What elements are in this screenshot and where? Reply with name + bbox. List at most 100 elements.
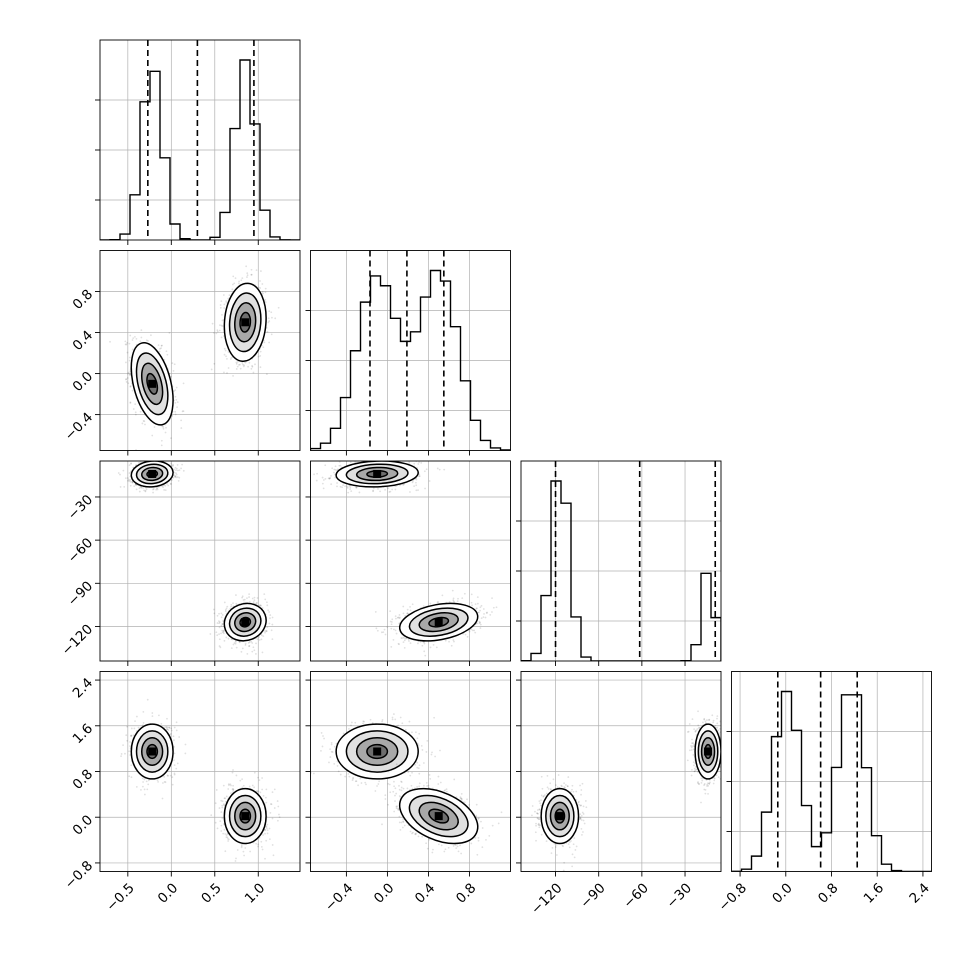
sample-point — [253, 599, 256, 602]
sample-point — [152, 488, 155, 490]
y-tick-label-2-2: −60 — [65, 535, 96, 566]
sample-point — [230, 638, 233, 641]
sample-point — [346, 487, 349, 489]
sample-point — [384, 489, 386, 491]
sample-point — [452, 597, 455, 600]
sample-point — [165, 458, 167, 460]
sample-point — [392, 456, 394, 458]
sample-point — [406, 608, 409, 611]
sample-point — [334, 468, 337, 471]
sample-point — [259, 350, 262, 353]
sample-point — [417, 642, 419, 645]
sample-point — [256, 597, 259, 599]
sample-point — [163, 489, 166, 491]
sample-point — [134, 483, 137, 486]
sample-point — [235, 646, 238, 649]
sample-point — [257, 286, 260, 289]
sample-point — [223, 353, 226, 356]
sample-point — [141, 422, 144, 425]
sample-point — [173, 468, 175, 471]
sample-point — [263, 341, 266, 344]
sample-point — [341, 486, 344, 489]
sample-point — [415, 481, 417, 484]
sample-point — [404, 614, 407, 617]
sample-point — [246, 597, 248, 600]
sample-point — [268, 320, 271, 322]
sample-point — [235, 362, 238, 365]
sample-point — [388, 491, 391, 493]
sample-point — [259, 287, 262, 289]
sample-point — [139, 461, 142, 464]
sample-point — [342, 484, 344, 487]
sample-point — [225, 607, 228, 610]
sample-point — [334, 465, 337, 468]
sample-point — [222, 630, 225, 633]
sample-point — [242, 363, 244, 366]
sample-point — [236, 361, 239, 363]
sample-point — [266, 626, 269, 629]
sample-point — [220, 300, 223, 303]
sample-point — [175, 469, 177, 472]
sample-point — [250, 273, 253, 276]
sample-point — [135, 488, 138, 491]
sample-point — [237, 363, 240, 366]
sample-point — [234, 277, 237, 280]
sample-point — [485, 612, 488, 614]
sample-point — [128, 472, 131, 474]
sample-point — [246, 272, 249, 275]
sample-point — [227, 367, 230, 369]
sample-point — [254, 363, 256, 366]
panel-frame-1-1 — [310, 250, 511, 451]
sample-point — [150, 334, 152, 337]
y-tick-label-1-2: 0.4 — [70, 327, 97, 354]
sample-point — [180, 419, 183, 422]
sample-point — [321, 482, 324, 485]
sample-point — [127, 478, 130, 481]
sample-point — [167, 484, 170, 487]
sample-point — [255, 642, 257, 645]
sample-point — [223, 307, 226, 309]
sample-point — [259, 605, 262, 607]
sample-point — [248, 601, 251, 603]
sample-point — [380, 631, 383, 634]
sample-point — [269, 614, 272, 616]
sample-point — [160, 444, 163, 447]
sample-point — [373, 456, 375, 458]
sample-point — [169, 482, 172, 485]
sample-point — [130, 463, 132, 465]
sample-point — [125, 381, 128, 383]
panel-content-1-0 — [100, 250, 300, 451]
sample-point — [172, 465, 174, 467]
sample-point — [189, 457, 191, 459]
sample-point — [252, 601, 255, 603]
sample-point — [266, 330, 269, 333]
sample-point — [209, 633, 212, 635]
sample-point — [218, 621, 221, 624]
sample-point — [174, 476, 176, 478]
sample-point — [229, 358, 232, 360]
sample-point — [227, 351, 230, 353]
sample-point — [321, 476, 324, 479]
sample-point — [143, 420, 146, 423]
sample-point — [129, 385, 132, 387]
y-tick-label-2-1: −90 — [65, 578, 96, 609]
sample-point — [143, 489, 145, 492]
sample-point — [128, 359, 131, 362]
sample-point — [160, 344, 163, 347]
sample-point — [218, 329, 221, 332]
sample-point — [268, 310, 271, 313]
sample-point — [411, 481, 414, 484]
sample-point — [176, 401, 179, 404]
panel-content-2-1 — [310, 456, 511, 661]
sample-point — [399, 616, 401, 619]
sample-point — [244, 642, 247, 645]
sample-point — [259, 280, 261, 282]
sample-point — [336, 485, 338, 488]
sample-point — [181, 463, 184, 466]
sample-point — [230, 605, 233, 608]
sample-point — [182, 410, 185, 412]
sample-point — [158, 459, 160, 461]
sample-point — [233, 282, 236, 285]
sample-point — [223, 303, 226, 306]
sample-point — [316, 472, 318, 475]
